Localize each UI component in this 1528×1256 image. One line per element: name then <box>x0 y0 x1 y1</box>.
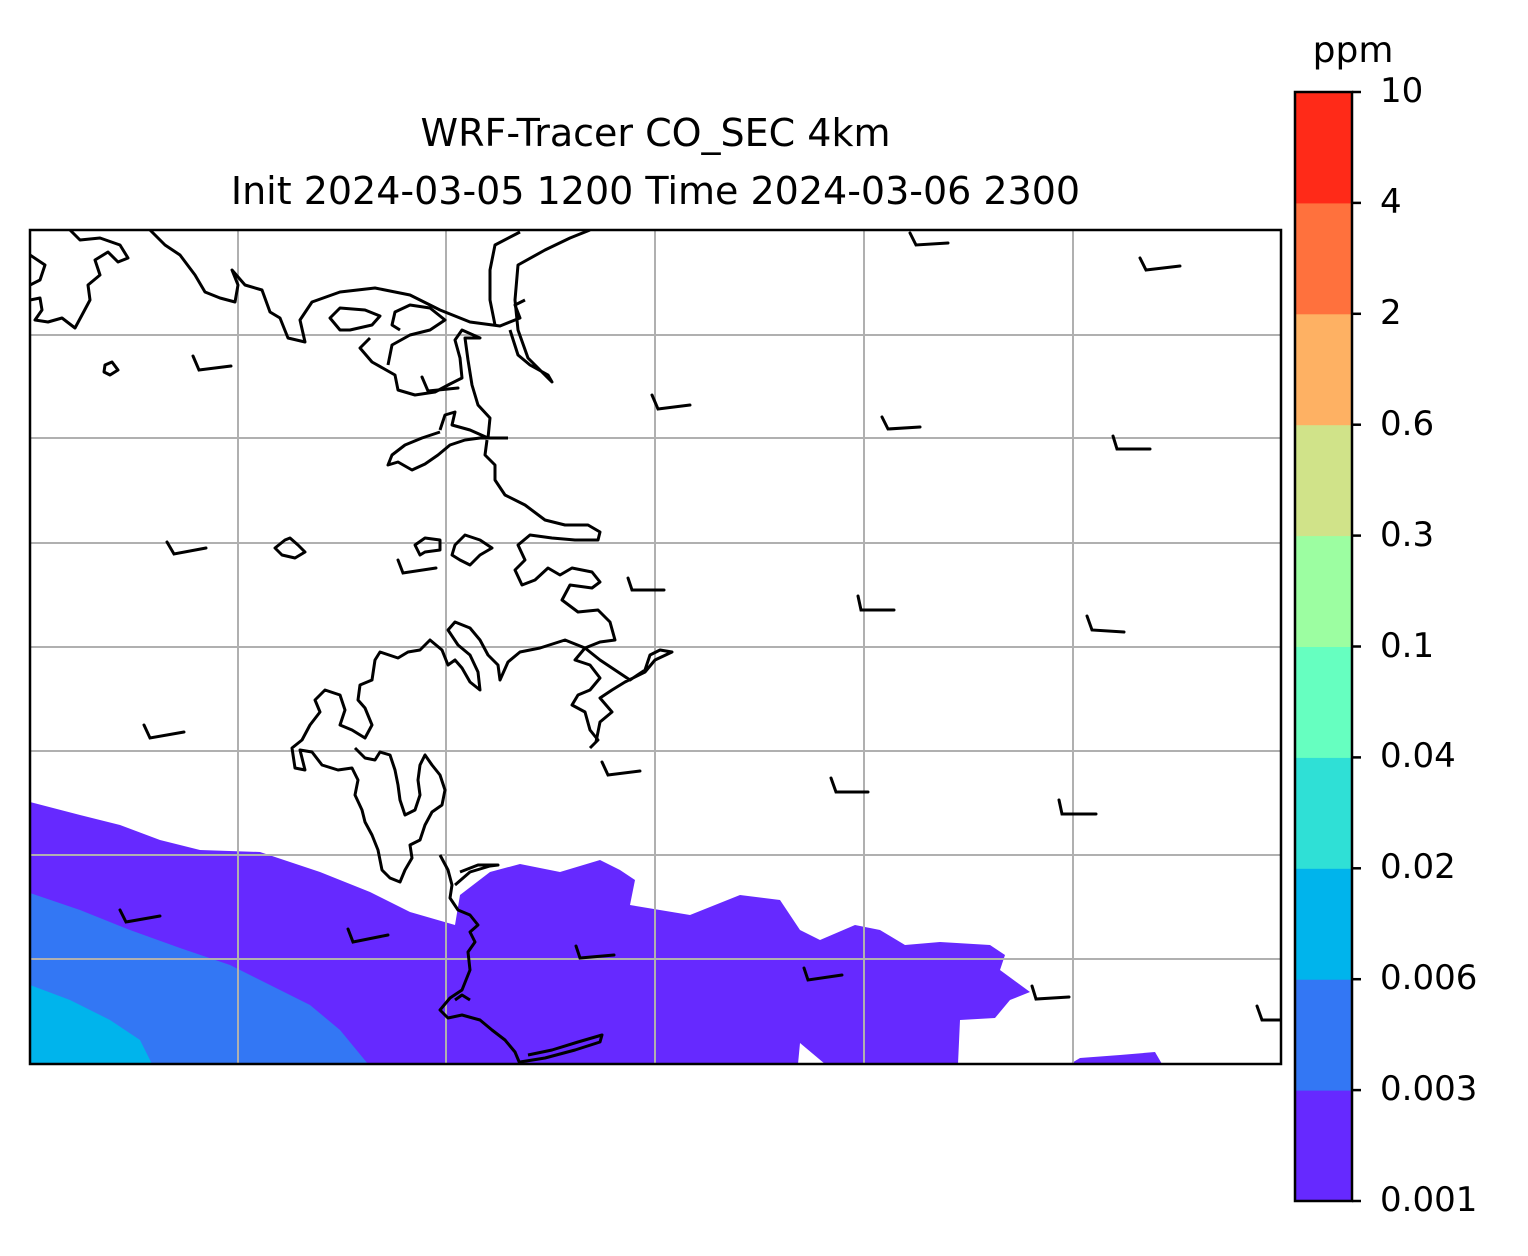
wind-barb <box>600 760 642 777</box>
colorbar-segment <box>1295 313 1352 426</box>
coastlines <box>30 230 674 1064</box>
colorbar-tick-label: 0.04 <box>1380 736 1456 777</box>
colorbar-tick-label: 4 <box>1380 181 1402 222</box>
colorbar-tick-label: 0.6 <box>1380 403 1435 444</box>
wind-barb <box>856 594 896 612</box>
colorbar-tick-label: 2 <box>1380 292 1402 333</box>
colorbar-segment <box>1295 424 1352 537</box>
wind-barb <box>1057 798 1098 816</box>
wind-barb <box>165 540 208 556</box>
wind-barb <box>574 944 616 960</box>
wind-barb <box>1085 614 1126 634</box>
colorbar-unit: ppm <box>1312 30 1394 71</box>
colorbar-segment <box>1295 535 1352 647</box>
colorbar-segment <box>1295 868 1352 980</box>
map-title: WRF-Tracer CO_SEC 4km Init 2024-03-05 12… <box>30 104 1281 220</box>
wind-barbs <box>118 231 1281 1022</box>
wind-barb <box>626 576 666 592</box>
wind-barb <box>908 231 950 247</box>
wind-barb <box>880 415 922 431</box>
wind-barb <box>191 354 233 372</box>
wind-barb <box>1111 434 1152 451</box>
wind-barb <box>1255 1004 1281 1022</box>
map-gridlines <box>30 230 1281 1064</box>
wind-barb <box>142 723 186 740</box>
colorbar-frame <box>1293 90 1354 1203</box>
colorbar-segment <box>1295 202 1352 315</box>
map-frame <box>28 228 1283 1066</box>
map-plot-area <box>30 230 1281 1064</box>
colorbar-tick-label: 0.003 <box>1380 1069 1478 1110</box>
colorbar-tick-label: 0.1 <box>1380 625 1435 666</box>
map-title-line1: WRF-Tracer CO_SEC 4km <box>420 111 891 155</box>
wind-barb <box>118 908 162 924</box>
wind-barb <box>420 375 460 393</box>
colorbar-segment <box>1295 757 1352 869</box>
wind-barb <box>829 776 870 794</box>
colorbar <box>1295 90 1361 1203</box>
colorbar-segment <box>1295 92 1352 204</box>
wind-barb <box>802 966 844 982</box>
colorbar-tick-label: 0.3 <box>1380 514 1435 555</box>
map-title-line2: Init 2024-03-05 1200 Time 2024-03-06 230… <box>230 169 1081 213</box>
colorbar-tick-label: 0.02 <box>1380 847 1456 888</box>
colorbar-tick-label: 0.006 <box>1380 958 1478 999</box>
colorbar-segment <box>1295 646 1352 758</box>
wind-barb <box>650 393 692 411</box>
colorbar-segment <box>1295 979 1352 1091</box>
colorbar-segment <box>1295 1090 1352 1202</box>
colorbar-tick-label: 10 <box>1380 71 1424 111</box>
contour-fill-0.006 <box>30 985 152 1064</box>
wind-barb <box>346 927 390 944</box>
wind-barb <box>1138 256 1182 272</box>
wind-barb <box>396 558 438 575</box>
contour-fill-0.003 <box>30 893 368 1064</box>
contour-fill-0.001-east <box>1070 1052 1162 1064</box>
colorbar-tick-label: 0.001 <box>1380 1180 1478 1220</box>
wind-barb <box>1030 984 1071 1001</box>
